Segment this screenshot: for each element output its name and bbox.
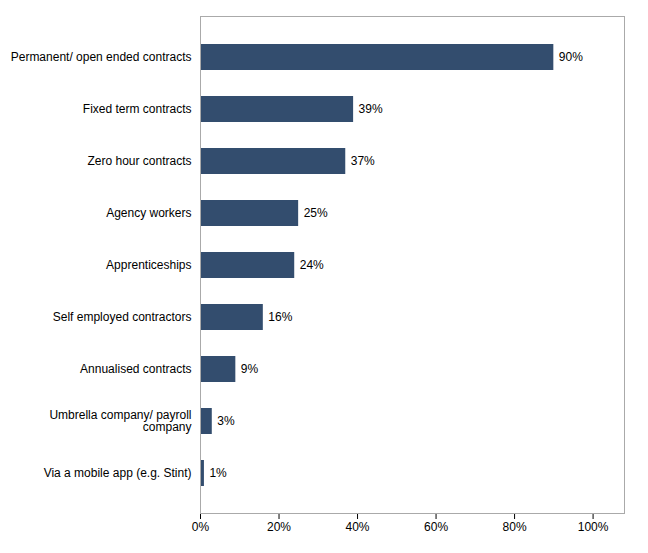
svg-text:60%: 60% [424, 520, 448, 534]
svg-text:24%: 24% [300, 258, 324, 272]
svg-text:0%: 0% [192, 520, 210, 534]
svg-text:Apprenticeships: Apprenticeships [106, 258, 191, 272]
svg-text:100%: 100% [578, 520, 609, 534]
svg-text:Self employed contractors: Self employed contractors [53, 310, 192, 324]
svg-text:80%: 80% [503, 520, 527, 534]
svg-text:Fixed term contracts: Fixed term contracts [83, 102, 192, 116]
svg-text:20%: 20% [267, 520, 291, 534]
svg-text:37%: 37% [351, 154, 375, 168]
svg-text:1%: 1% [209, 466, 227, 480]
svg-text:Umbrella company/ payrollcompa: Umbrella company/ payrollcompany [49, 408, 191, 434]
svg-text:Permanent/ open ended contract: Permanent/ open ended contracts [11, 50, 192, 64]
svg-text:Agency workers: Agency workers [106, 206, 191, 220]
svg-text:16%: 16% [268, 310, 292, 324]
svg-text:Via a mobile app (e.g. Stint): Via a mobile app (e.g. Stint) [44, 466, 192, 480]
svg-text:40%: 40% [346, 520, 370, 534]
svg-text:25%: 25% [304, 206, 328, 220]
svg-text:3%: 3% [217, 414, 235, 428]
svg-text:9%: 9% [241, 362, 259, 376]
svg-text:Zero hour contracts: Zero hour contracts [87, 154, 191, 168]
svg-text:39%: 39% [359, 102, 383, 116]
svg-text:Annualised contracts: Annualised contracts [80, 362, 191, 376]
svg-text:90%: 90% [559, 50, 583, 64]
